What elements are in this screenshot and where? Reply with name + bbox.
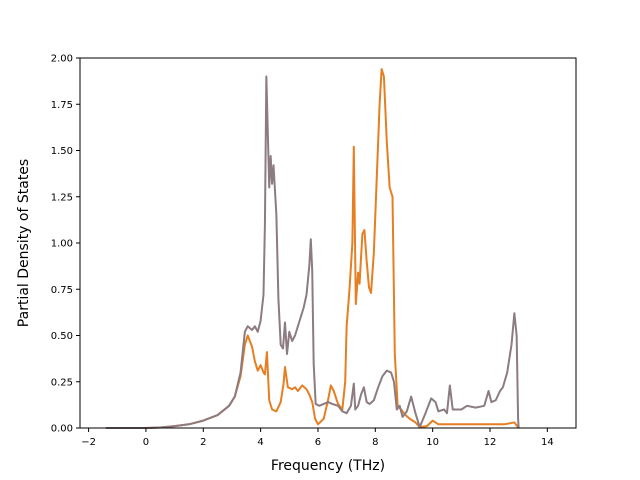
y-tick-label: 1.75 — [51, 100, 73, 111]
y-tick-label: 1.00 — [51, 239, 73, 250]
y-tick-label: 2.00 — [51, 54, 73, 65]
y-axis: 0.00 0.25 0.50 0.75 1.00 1.25 1.50 1.75 2.00 — [51, 54, 80, 435]
y-tick-label: 1.25 — [51, 192, 73, 203]
y-tick-label: 0.75 — [51, 285, 73, 296]
x-tick-label: 10 — [426, 437, 439, 448]
series-line-2 — [105, 75, 520, 429]
y-axis-label: Partial Density of States — [16, 159, 32, 327]
x-tick-label: 12 — [484, 437, 497, 448]
series-layer — [105, 68, 520, 429]
x-tick-label: −2 — [81, 437, 96, 448]
x-tick-label: 0 — [143, 437, 149, 448]
x-axis-label: Frequency (THz) — [271, 458, 385, 474]
x-tick-label: 2 — [200, 437, 206, 448]
x-axis: −2 0 2 4 6 8 10 12 14 — [81, 428, 554, 448]
plot-frame — [79, 57, 577, 429]
series-line-1 — [105, 68, 520, 429]
y-tick-label: 0.00 — [51, 424, 73, 435]
x-tick-label: 8 — [372, 437, 378, 448]
y-tick-label: 1.50 — [51, 146, 73, 157]
y-tick-label: 0.50 — [51, 331, 73, 342]
y-tick-label: 0.25 — [51, 377, 73, 388]
x-tick-label: 4 — [257, 437, 263, 448]
x-tick-label: 6 — [315, 437, 321, 448]
x-tick-label: 14 — [541, 437, 554, 448]
